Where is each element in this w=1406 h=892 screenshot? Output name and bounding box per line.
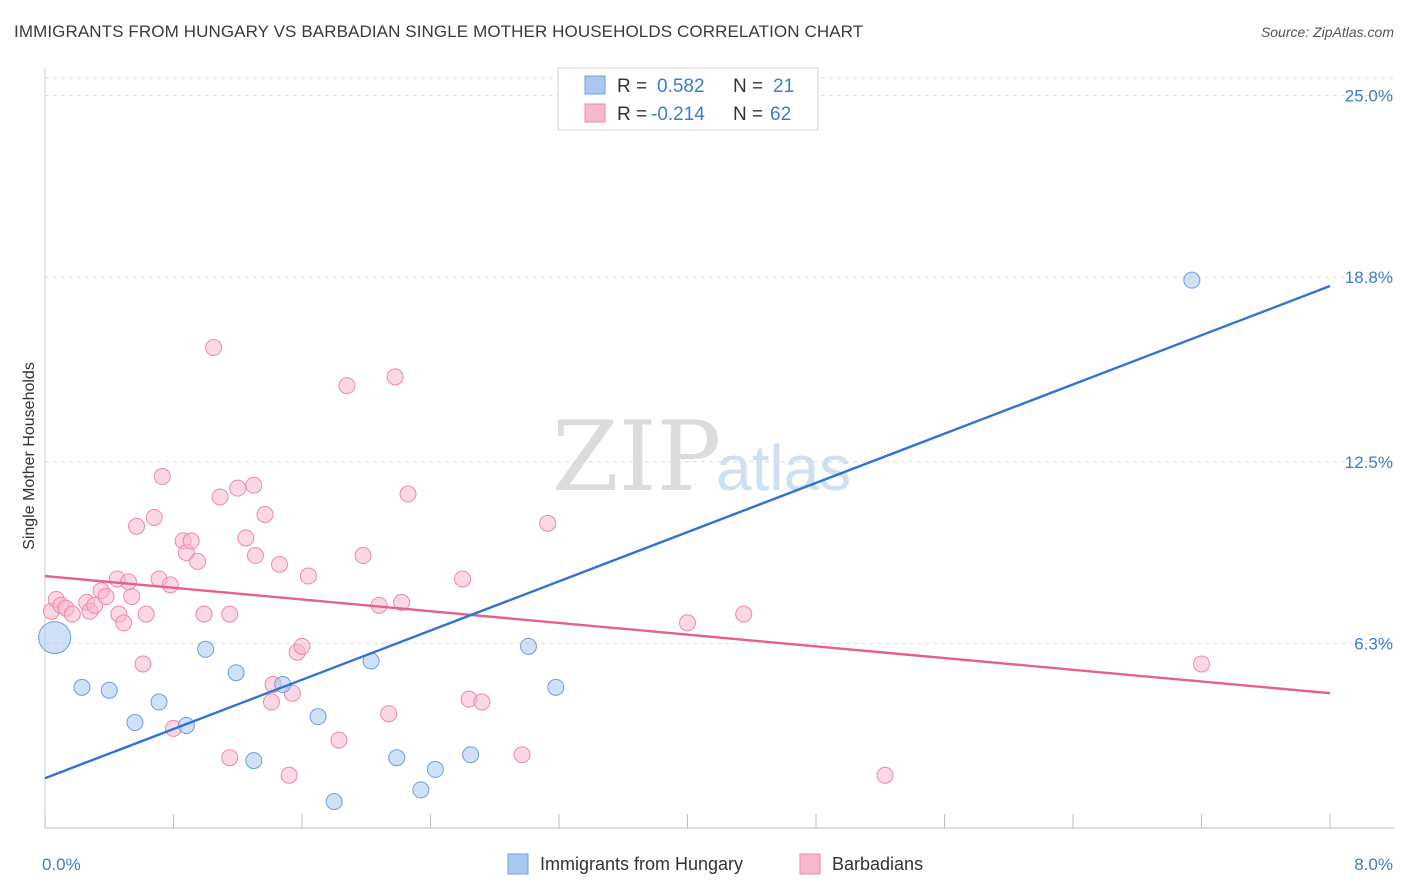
hungary-point (1183, 271, 1201, 289)
hungary-point (462, 746, 480, 764)
barbadians-point (399, 485, 417, 503)
hungary-point (38, 621, 72, 655)
stats-swatch-barbadians (584, 103, 606, 123)
hungary-point (309, 708, 327, 726)
barbadians-point (380, 705, 398, 723)
legend-label-barbadians: Barbadians (832, 854, 923, 874)
barbadians-point (128, 517, 146, 535)
barbadians-point (205, 339, 223, 357)
hungary-point (245, 752, 263, 770)
barbadians-point (293, 637, 311, 655)
barbadians-point (189, 552, 207, 570)
hungary-point (388, 749, 406, 767)
barbadians-trend-line (44, 574, 1331, 695)
gridlines (45, 77, 1394, 644)
barbadians-point (271, 555, 289, 573)
y-tick-label: 25.0% (1345, 87, 1393, 106)
hungary-point (426, 760, 444, 778)
hungary-point (547, 678, 565, 696)
hungary-point (325, 793, 343, 811)
stats-n-label-hungary: N = (733, 76, 763, 97)
barbadians-point (237, 529, 255, 547)
y-tick-labels: 6.3% 12.5% 18.8% 25.0% (1345, 87, 1393, 654)
chart-title: IMMIGRANTS FROM HUNGARY VS BARBADIAN SIN… (14, 22, 864, 41)
barbadians-point (134, 655, 152, 673)
barbadians-point (120, 573, 138, 591)
source-credit: Source: ZipAtlas.com (1260, 24, 1394, 40)
barbadians-point (354, 547, 372, 565)
barbadians-point (123, 588, 141, 606)
barbadians-point (195, 605, 213, 623)
hungary-point (100, 681, 118, 699)
hungary-trend-line (44, 284, 1331, 780)
stats-n-label-barbadians: N = (733, 104, 763, 125)
stats-box: R = 0.582 N = 21 R = -0.214 N = 62 (557, 67, 819, 131)
barbadians-point (330, 731, 348, 749)
hungary-point (126, 714, 144, 732)
barbadians-point (262, 693, 280, 711)
barbadians-point (473, 693, 491, 711)
y-tick-label: 6.3% (1354, 634, 1393, 653)
barbadians-point (454, 570, 472, 588)
barbadians-point (182, 532, 200, 550)
stats-swatch-hungary (584, 75, 606, 95)
hungary-point (197, 640, 215, 658)
x-tick-labels: 0.0% 8.0% (42, 855, 1393, 874)
barbadians-point (153, 467, 171, 485)
barbadians-point (97, 588, 115, 606)
barbadians-point (246, 547, 264, 565)
barbadians-point (393, 593, 411, 611)
barbadians-point (161, 576, 179, 594)
barbadians-point (137, 605, 155, 623)
barbadians-point (115, 614, 133, 632)
stats-r-label-hungary: R = (617, 76, 647, 97)
barbadians-point (256, 506, 274, 524)
y-tick-label: 12.5% (1345, 453, 1393, 472)
legend-label-hungary: Immigrants from Hungary (540, 854, 743, 874)
stats-r-value-barbadians: -0.214 (651, 104, 705, 125)
barbadians-point (86, 596, 104, 614)
barbadians-point (386, 368, 404, 386)
barbadians-point (735, 605, 753, 623)
barbadians-point (63, 605, 81, 623)
barbadians-point (338, 377, 356, 395)
hungary-points (38, 271, 1201, 811)
hungary-point (227, 664, 245, 682)
hungary-point (519, 637, 537, 655)
legend: Immigrants from Hungary Barbadians (507, 853, 923, 875)
stats-r-value-hungary: 0.582 (657, 76, 705, 97)
barbadians-point (245, 476, 263, 494)
legend-swatch-barbadians (799, 853, 821, 875)
barbadians-point (539, 514, 557, 532)
legend-swatch-hungary (507, 853, 529, 875)
axes (44, 68, 1394, 829)
hungary-point (73, 678, 91, 696)
barbadians-point (679, 614, 696, 632)
barbadians-point (221, 749, 239, 767)
barbadians-point (221, 605, 239, 623)
watermark-atlas: atlas (716, 432, 851, 504)
barbadians-point (145, 508, 163, 526)
x-tick-label: 0.0% (42, 855, 81, 874)
barbadians-point (211, 488, 229, 506)
barbadians-point (280, 766, 298, 784)
y-tick-label: 18.8% (1345, 268, 1393, 287)
stats-n-value-hungary: 21 (773, 76, 794, 97)
barbadians-point (876, 766, 894, 784)
barbadians-point (513, 746, 531, 764)
barbadians-point (229, 479, 247, 497)
barbadians-point (299, 567, 317, 585)
stats-n-value-barbadians: 62 (770, 104, 791, 125)
watermark-zip: ZIP (552, 401, 721, 513)
x-tick-label: 8.0% (1354, 855, 1393, 874)
hungary-point (150, 693, 168, 711)
hungary-point (412, 781, 430, 799)
stats-r-label-barbadians: R = (617, 104, 647, 125)
trend-lines (44, 284, 1331, 780)
barbadians-point (1193, 655, 1210, 673)
